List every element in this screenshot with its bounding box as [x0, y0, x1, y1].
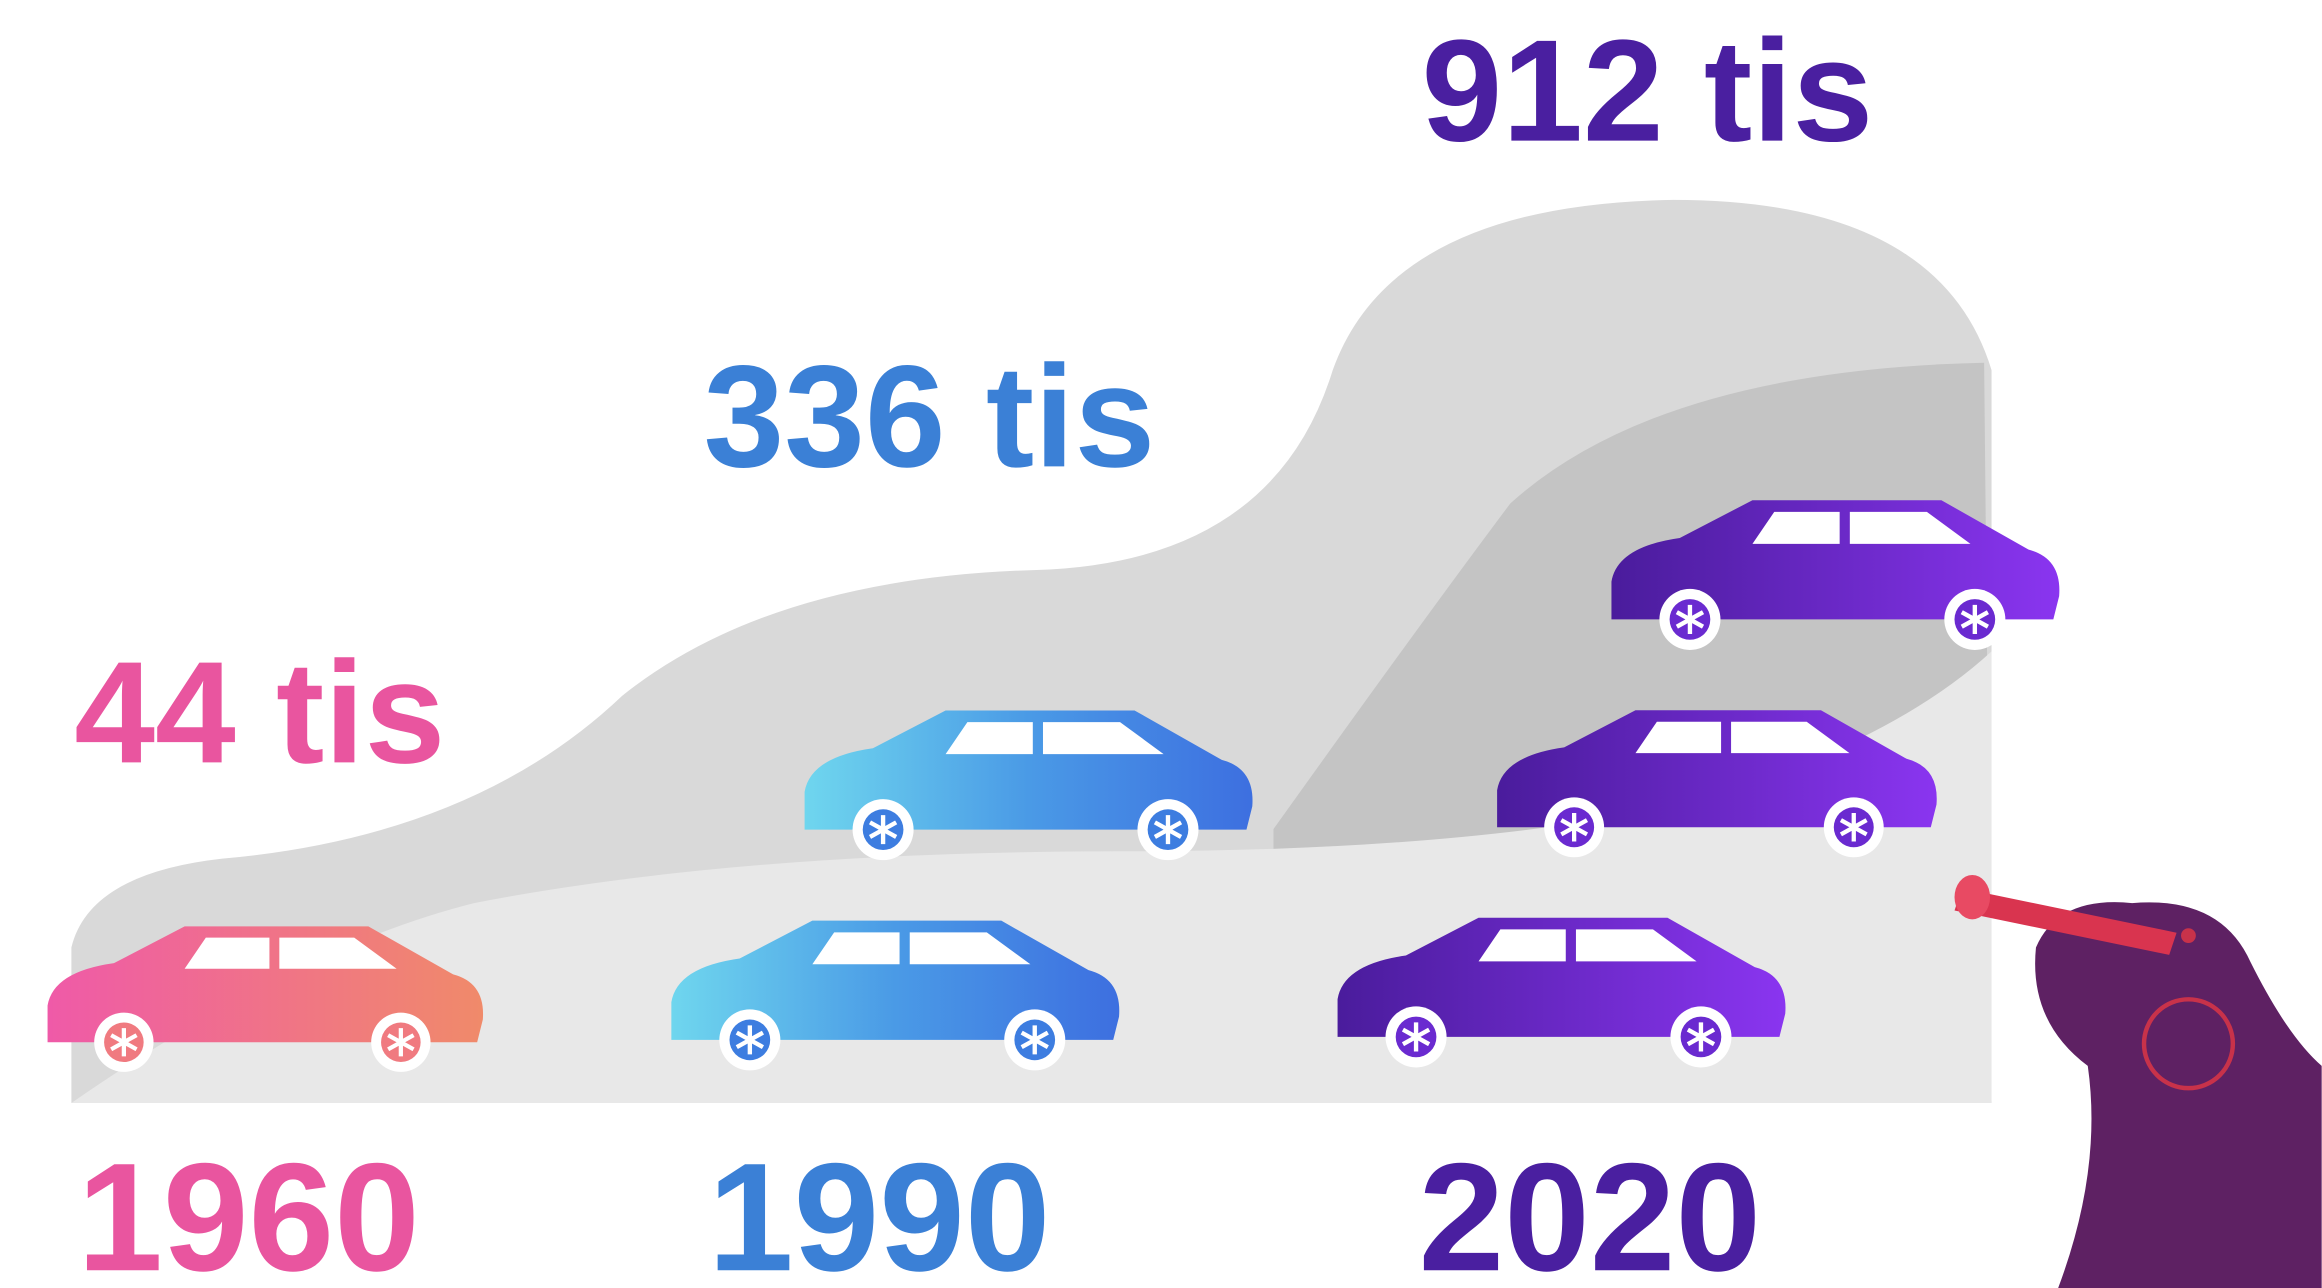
- year-label: 1990: [708, 1131, 1050, 1288]
- year-label: 2020: [1419, 1131, 1762, 1288]
- amount-label: 912 tis: [1422, 10, 1874, 172]
- amount-label: 336 tis: [704, 335, 1156, 497]
- mascot: [1954, 874, 2322, 1288]
- amount-label: 44 tis: [74, 631, 445, 793]
- labels: 44 tis 336 tis 912 tis 1960 1990 2020: [74, 10, 1873, 1288]
- year-label: 1960: [77, 1131, 420, 1288]
